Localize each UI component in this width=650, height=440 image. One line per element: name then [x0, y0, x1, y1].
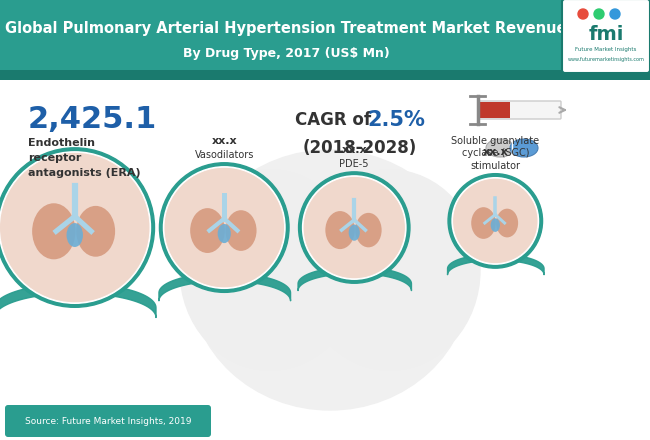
Text: 2,425.1: 2,425.1	[28, 106, 157, 135]
FancyBboxPatch shape	[0, 78, 650, 440]
Circle shape	[163, 167, 285, 288]
Ellipse shape	[471, 207, 496, 239]
Circle shape	[302, 176, 406, 279]
Ellipse shape	[180, 170, 360, 370]
Ellipse shape	[190, 150, 470, 410]
Ellipse shape	[356, 213, 382, 247]
Circle shape	[298, 172, 410, 283]
Text: (2018-2028): (2018-2028)	[303, 139, 417, 157]
FancyBboxPatch shape	[5, 405, 211, 437]
Text: CAGR of: CAGR of	[295, 111, 377, 129]
FancyBboxPatch shape	[0, 0, 650, 78]
Text: Vasodilators: Vasodilators	[194, 150, 254, 160]
Text: Endothelin
receptor
antagonists (ERA): Endothelin receptor antagonists (ERA)	[28, 138, 140, 178]
Text: Future Market Insights: Future Market Insights	[575, 48, 637, 52]
FancyBboxPatch shape	[480, 102, 510, 118]
Text: Global Pulmonary Arterial Hypertension Treatment Market Revenue: Global Pulmonary Arterial Hypertension T…	[5, 21, 567, 36]
Circle shape	[304, 177, 405, 278]
Text: xx.x: xx.x	[341, 145, 367, 155]
Text: xx.x: xx.x	[211, 136, 237, 146]
Text: 2.5%: 2.5%	[367, 110, 425, 130]
Ellipse shape	[76, 206, 115, 257]
Text: Soluble guanylate
cyclase (SGC)
stimulator: Soluble guanylate cyclase (SGC) stimulat…	[451, 136, 540, 171]
Circle shape	[578, 9, 588, 19]
Ellipse shape	[496, 209, 518, 238]
Circle shape	[0, 153, 150, 302]
FancyBboxPatch shape	[479, 101, 561, 119]
Ellipse shape	[66, 223, 83, 247]
Ellipse shape	[32, 203, 75, 259]
Circle shape	[0, 152, 151, 303]
FancyBboxPatch shape	[0, 70, 650, 80]
Text: Source: Future Market Insights, 2019: Source: Future Market Insights, 2019	[25, 417, 191, 425]
Ellipse shape	[300, 170, 480, 370]
FancyBboxPatch shape	[562, 0, 650, 73]
Text: www.futuremarketinsights.com: www.futuremarketinsights.com	[567, 58, 644, 62]
Circle shape	[594, 9, 604, 19]
Text: By Drug Type, 2017 (US$ Mn): By Drug Type, 2017 (US$ Mn)	[183, 48, 389, 60]
Ellipse shape	[486, 139, 514, 157]
Circle shape	[610, 9, 620, 19]
Circle shape	[164, 168, 284, 287]
Ellipse shape	[218, 224, 231, 243]
Ellipse shape	[326, 211, 355, 249]
Text: xx.x: xx.x	[482, 147, 508, 157]
Text: fmi: fmi	[588, 25, 624, 44]
Circle shape	[0, 148, 155, 307]
Circle shape	[159, 163, 289, 292]
Ellipse shape	[226, 210, 257, 251]
Ellipse shape	[510, 139, 538, 157]
Ellipse shape	[190, 208, 225, 253]
Circle shape	[448, 174, 543, 268]
Text: PDE-5: PDE-5	[339, 159, 369, 169]
Ellipse shape	[491, 218, 500, 232]
Circle shape	[453, 179, 538, 263]
Ellipse shape	[348, 224, 360, 241]
Circle shape	[452, 178, 539, 264]
